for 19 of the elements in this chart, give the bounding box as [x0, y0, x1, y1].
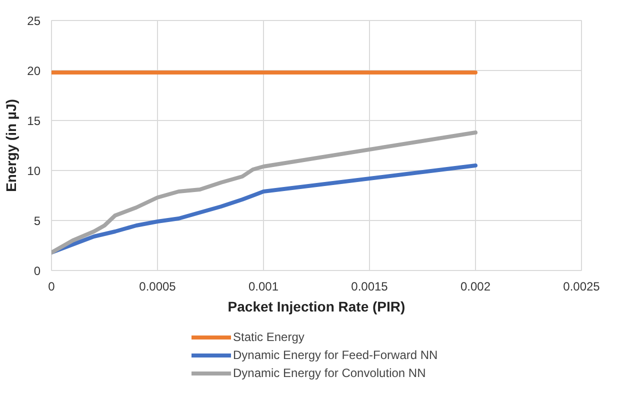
- x-tick-label: 0.001: [248, 280, 279, 294]
- legend-label: Dynamic Energy for Convolution NN: [233, 366, 426, 380]
- x-axis-title: Packet Injection Rate (PIR): [228, 298, 406, 314]
- x-tick-label: 0.002: [460, 280, 491, 294]
- x-tick-label: 0: [48, 280, 56, 294]
- y-tick-label: 15: [27, 114, 41, 128]
- legend-label: Static Energy: [233, 330, 304, 344]
- x-tick-label: 0.0005: [139, 280, 176, 294]
- x-tick-label: 0.0015: [351, 280, 388, 294]
- x-tick-label: 0.0025: [563, 280, 600, 294]
- y-tick-label: 20: [27, 64, 41, 78]
- legend-label: Dynamic Energy for Feed-Forward NN: [233, 348, 438, 362]
- line-series: [52, 130, 478, 254]
- y-tick-label: 0: [34, 264, 41, 278]
- line-series: [52, 164, 478, 254]
- y-tick-label: 10: [27, 164, 41, 178]
- y-tick-label: 25: [27, 14, 41, 28]
- y-axis-title: Energy (in µJ): [3, 99, 20, 192]
- y-tick-label: 5: [34, 214, 41, 228]
